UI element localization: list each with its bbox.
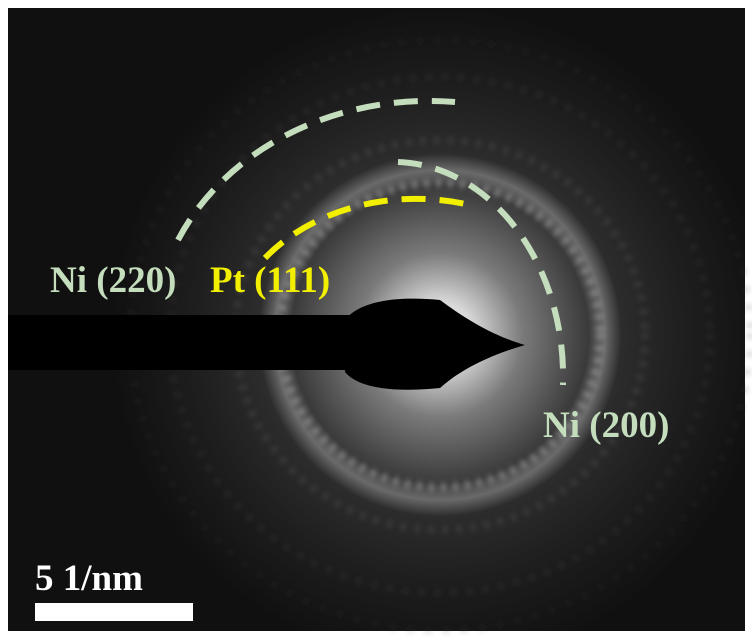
scale-bar-label: 5 1/nm: [35, 558, 143, 599]
label-pt-111: Pt (111): [210, 260, 330, 301]
diffraction-image: Ni (220) Pt (111) Ni (200) 5 1/nm: [0, 0, 752, 641]
label-ni-200: Ni (200): [543, 405, 669, 446]
scale-bar: [35, 603, 193, 621]
label-ni-220: Ni (220): [50, 260, 176, 301]
